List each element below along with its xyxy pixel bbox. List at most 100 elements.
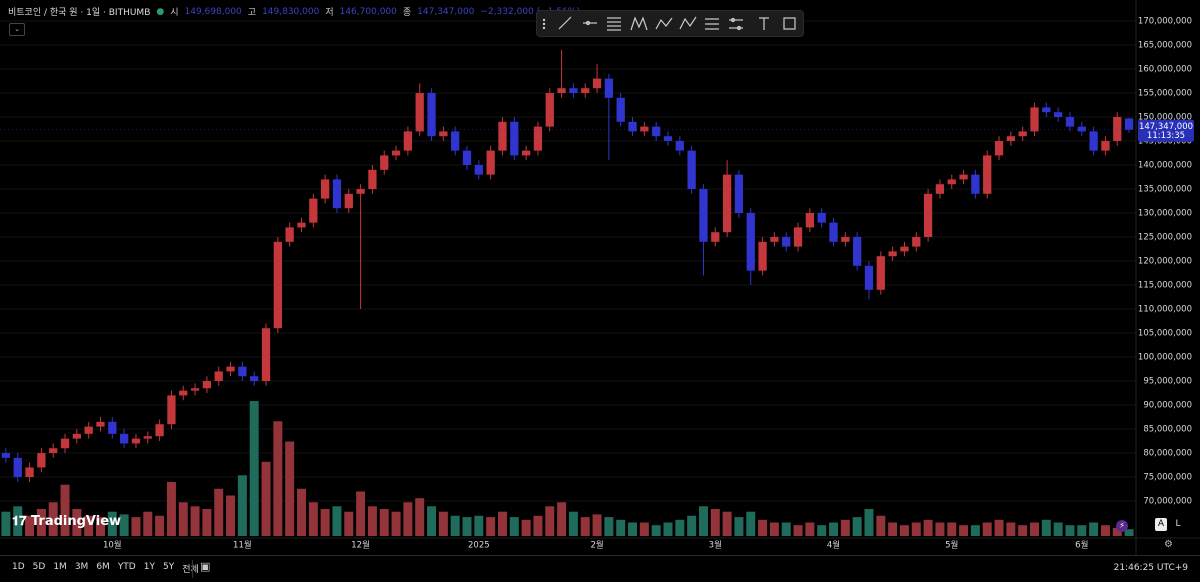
candle-body — [214, 371, 223, 382]
timeframe-button[interactable]: 5D — [32, 562, 46, 572]
volume-bar — [852, 517, 862, 536]
candle-body — [261, 328, 271, 382]
timeframe-button[interactable]: 6M — [96, 562, 110, 572]
scale-button[interactable]: A — [1155, 518, 1167, 531]
volume-bar — [48, 502, 58, 536]
y-tick-label: 150,000,000 — [1138, 113, 1192, 123]
volume-bar — [592, 514, 602, 536]
volume-bar — [651, 525, 661, 536]
candle-body — [923, 193, 933, 238]
volume-bar — [237, 475, 247, 536]
candle-body — [864, 265, 874, 290]
volume-bar — [308, 502, 318, 536]
candle-body — [663, 136, 673, 142]
volume-bar — [36, 509, 46, 536]
candle-body — [581, 88, 590, 94]
candle-body — [486, 150, 495, 175]
pattern-tool[interactable] — [630, 16, 648, 31]
elliott-tool[interactable] — [655, 17, 673, 30]
candle-body — [108, 421, 117, 434]
candle-body — [1006, 136, 1015, 142]
timeframe-button[interactable]: 1D — [12, 562, 25, 572]
volume-bar — [214, 488, 224, 536]
timeframe-button[interactable]: 1Y — [143, 562, 155, 572]
parallel-tool[interactable] — [705, 18, 719, 30]
volume-bar — [923, 519, 933, 536]
volume-bar — [947, 522, 957, 536]
candle-body — [983, 155, 992, 194]
horizontal-ray-tool[interactable] — [583, 20, 597, 26]
candle-body — [1054, 112, 1063, 118]
volume-bar — [155, 515, 165, 536]
volume-bar — [758, 519, 768, 536]
text-tool[interactable] — [759, 17, 769, 30]
wave-tool[interactable] — [679, 16, 697, 30]
volume-bar — [876, 515, 886, 536]
volume-bar — [616, 519, 626, 536]
candle-body — [462, 150, 472, 166]
volume-bar — [580, 517, 590, 536]
range-tool[interactable] — [729, 17, 743, 31]
candle-body — [947, 179, 956, 185]
candle-body — [758, 241, 767, 271]
y-tick-label: 70,000,000 — [1143, 497, 1192, 507]
volume-bar — [1, 511, 11, 536]
collapse-button[interactable]: ⌄ — [9, 23, 25, 36]
timeframe-button[interactable]: 3M — [74, 562, 89, 572]
status-dot: ● — [156, 6, 165, 17]
settings-button[interactable]: ⚙ — [1164, 539, 1173, 550]
candles — [1, 49, 1134, 482]
x-tick-label: 6월 — [1075, 540, 1088, 551]
fib-tool[interactable] — [607, 17, 621, 31]
volume-bar — [190, 506, 200, 536]
y-tick-label: 105,000,000 — [1138, 329, 1192, 339]
last-price-label: 147,347,000 — [1139, 122, 1193, 132]
volume-bar — [462, 517, 472, 536]
y-tick-label: 140,000,000 — [1138, 161, 1192, 171]
candle-body — [309, 198, 318, 223]
volume-bar — [261, 461, 271, 536]
volume-bar — [805, 522, 815, 536]
candle-body — [1077, 126, 1086, 132]
volume-bar — [710, 509, 720, 536]
alert-button[interactable]: ⚡ — [1116, 520, 1128, 532]
volume-bar — [829, 522, 839, 536]
volume-bar — [994, 519, 1004, 536]
candle-body — [1018, 131, 1027, 137]
candle-body — [628, 121, 637, 132]
volume-bar — [332, 506, 342, 536]
candle-body — [805, 213, 815, 228]
timeframe-button[interactable]: YTD — [117, 562, 136, 572]
candle-body — [853, 237, 862, 266]
timeframe-button[interactable]: 전체 — [182, 565, 199, 575]
y-tick-label: 165,000,000 — [1138, 41, 1192, 51]
candle-body — [888, 251, 897, 257]
trend-line-tool[interactable] — [558, 16, 572, 30]
separator — [192, 560, 193, 578]
volume-bar — [273, 421, 283, 536]
volume-bar — [793, 525, 803, 536]
ohlc-value: 149,698,000 — [184, 6, 242, 17]
volume-bar — [1006, 522, 1016, 536]
symbol[interactable]: 비트코인 / 한국 원 · 1일 · BITHUMB — [8, 8, 151, 18]
date-range-button[interactable]: ▣ — [200, 560, 211, 573]
volume-bar — [143, 511, 153, 536]
volume-bar — [521, 519, 531, 536]
volume-bar — [911, 522, 921, 536]
candle-body — [592, 78, 602, 89]
candle-body — [793, 227, 803, 247]
rectangle-tool[interactable] — [783, 17, 796, 30]
volume-bar — [296, 488, 306, 536]
y-tick-label: 135,000,000 — [1138, 185, 1192, 195]
timeframe-button[interactable]: 1M — [53, 562, 67, 572]
candle-body — [545, 93, 554, 127]
volume-bar — [13, 506, 23, 536]
candle-body — [439, 131, 448, 137]
volume-bar — [817, 525, 827, 536]
volume-bar — [178, 502, 188, 536]
timeframe-button[interactable]: 5Y — [162, 562, 175, 572]
candle-body — [604, 78, 614, 98]
scale-button[interactable]: L — [1175, 519, 1181, 529]
drawing-toolbar — [536, 10, 804, 37]
volume-bar — [119, 514, 129, 536]
